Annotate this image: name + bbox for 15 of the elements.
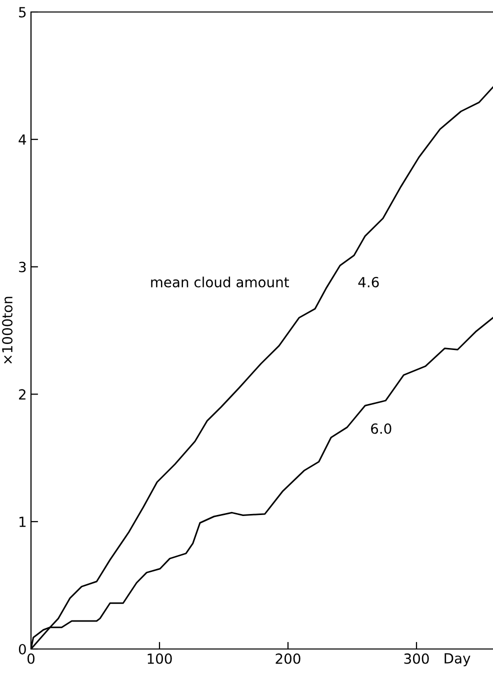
x-axis-title: Day: [444, 653, 470, 666]
x-tick-label: 0: [27, 653, 34, 664]
annotation: 4.6: [358, 276, 379, 288]
y-tick-label: 0: [18, 644, 26, 654]
x-tick-label: 100: [148, 653, 172, 664]
annotation: mean cloud amount: [151, 276, 289, 288]
y-tick-label: 4: [18, 134, 26, 145]
y-tick-label: 2: [19, 389, 26, 400]
y-tick-label: 1: [20, 516, 26, 527]
x-tick-label: 300: [404, 653, 429, 664]
y-tick-label: 5: [19, 7, 26, 18]
y-axis-title: ×1000ton: [2, 296, 13, 364]
y-tick-label: 3: [19, 262, 26, 272]
annotation: 6.0: [371, 423, 392, 434]
x-tick-label: 200: [276, 653, 300, 664]
